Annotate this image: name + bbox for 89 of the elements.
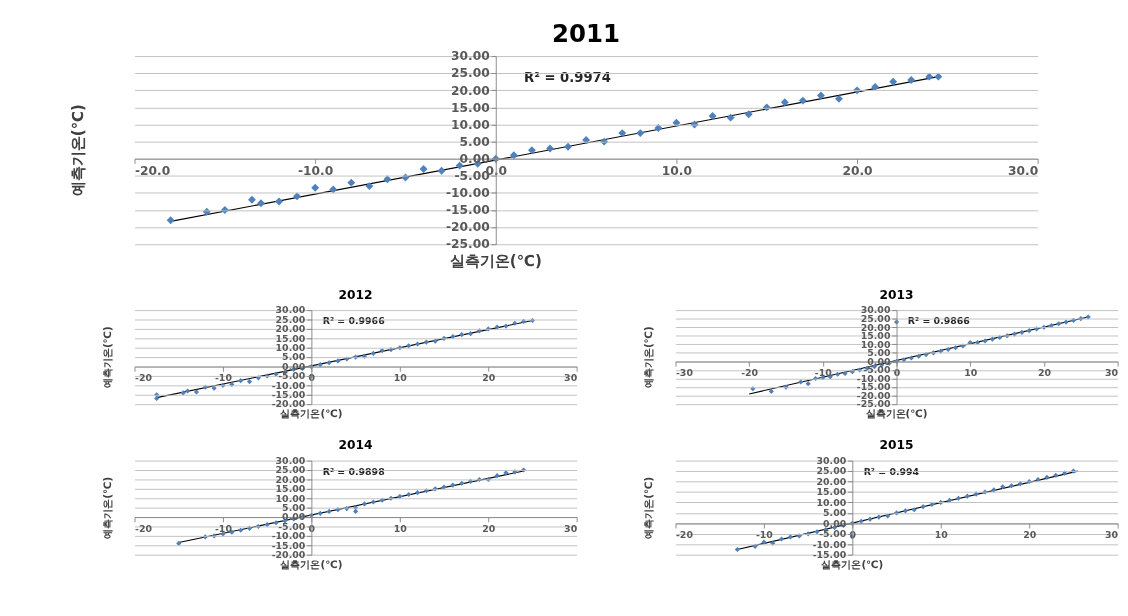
x-tick-label: 30	[564, 372, 578, 384]
x-tick-label: 10	[393, 522, 408, 534]
y-tick-label: 30.00	[451, 49, 490, 64]
y-tick-label: -20.00	[445, 220, 490, 235]
x-tick-label: 30.0	[1008, 164, 1039, 179]
annotation: R² = 0.9966	[322, 315, 386, 327]
y-tick-label: -15.00	[271, 539, 306, 551]
x-tick-label: -20.0	[135, 164, 171, 179]
x-tick-label: 0	[308, 522, 316, 534]
x-tick-label: 10	[934, 528, 949, 540]
y-tick-label: -10.00	[271, 530, 306, 542]
y-tick-label: 30.00	[816, 454, 847, 466]
x-axis-title: 실측기온(℃)	[280, 407, 343, 420]
x-tick-label: -10	[214, 522, 233, 534]
y-tick-label: 25.00	[451, 66, 490, 81]
y-tick-label: 0.00	[823, 517, 847, 529]
x-axis-title: 실측기온(℃)	[865, 407, 928, 420]
y-tick-label: -15.00	[445, 203, 490, 218]
y-tick-label: 0.00	[459, 151, 490, 166]
x-tick-label: 30	[1105, 367, 1119, 379]
x-tick-label: 0	[893, 367, 901, 379]
y-tick-label: -5.00	[278, 520, 306, 532]
y-tick-label: 10.00	[816, 496, 847, 508]
y-tick-label: -5.00	[278, 370, 306, 382]
x-tick-label: -20	[741, 367, 759, 379]
y-tick-label: -10.00	[271, 379, 306, 391]
chart-title: 2013	[879, 287, 914, 302]
y-axis-title: 예측기온(℃)	[641, 326, 654, 389]
chart-title: 2012	[338, 287, 373, 302]
annotation: R² = 0.9898	[322, 465, 385, 477]
y-tick-label: 5.00	[823, 507, 847, 519]
x-tick-label: -10.0	[298, 164, 334, 179]
x-tick-label: -10	[214, 372, 233, 384]
y-tick-label: 30.00	[275, 454, 306, 466]
y-tick-label: 15.00	[275, 483, 306, 495]
chart-title: 2014	[338, 438, 373, 453]
x-tick-label: 10.0	[661, 164, 692, 179]
annotation: R² = 0.9974	[524, 70, 611, 86]
y-tick-label: 20.00	[860, 321, 891, 333]
annotation: R² = 0.994	[863, 465, 920, 477]
y-axis-title: 예측기온(℃)	[101, 326, 114, 389]
y-tick-label: -20.00	[271, 398, 306, 410]
x-tick-label: 0	[849, 528, 857, 540]
x-tick-label: -30	[675, 367, 694, 379]
x-tick-label: 30	[564, 522, 578, 534]
x-tick-label: 30	[1105, 528, 1119, 540]
y-tick-label: -15.00	[271, 389, 306, 401]
x-tick-label: 10	[964, 367, 978, 379]
y-tick-label: 25.00	[275, 313, 306, 325]
x-axis-title: 실측기온(℃)	[449, 251, 542, 270]
x-tick-label: 20	[1037, 367, 1052, 379]
y-tick-label: 0.00	[282, 360, 306, 372]
chart-title: 2015	[879, 438, 914, 453]
chart-title: 2011	[552, 18, 621, 48]
y-tick-label: 10.00	[451, 117, 490, 132]
x-tick-label: -10	[814, 367, 833, 379]
x-tick-label: 20	[482, 372, 496, 384]
y-tick-label: -10.00	[445, 186, 490, 201]
y-tick-label: 10.00	[275, 492, 306, 504]
y-tick-label: -25.00	[445, 237, 490, 252]
y-tick-label: 5.00	[282, 351, 306, 363]
y-axis-title: 예측기온(℃)	[68, 104, 87, 197]
y-tick-label: -15.00	[856, 381, 891, 393]
annotation: R² = 0.9866	[907, 315, 971, 327]
x-tick-label: -20	[135, 522, 153, 534]
y-tick-label: 20.00	[275, 323, 306, 335]
y-tick-label: 10.00	[275, 342, 306, 354]
y-tick-label: 30.00	[275, 304, 306, 316]
y-tick-label: 20.00	[816, 475, 847, 487]
y-tick-label: 15.00	[451, 100, 490, 115]
x-tick-label: -20	[135, 372, 153, 384]
y-axis-title: 예측기온(℃)	[641, 476, 654, 539]
x-tick-label: 20.0	[842, 164, 873, 179]
y-tick-label: 15.00	[816, 486, 847, 498]
y-tick-label: 20.00	[275, 473, 306, 485]
x-tick-label: -20	[675, 528, 694, 540]
y-tick-label: 20.00	[451, 83, 490, 98]
x-tick-label: 20	[482, 522, 496, 534]
x-tick-label: -10	[755, 528, 774, 540]
x-tick-label: 10	[393, 372, 408, 384]
y-tick-label: 5.00	[459, 134, 490, 149]
y-tick-label: 15.00	[275, 332, 306, 344]
y-tick-label: 5.00	[282, 501, 306, 513]
x-tick-label: 20	[1023, 528, 1037, 540]
y-tick-label: 25.00	[816, 465, 847, 477]
y-axis-title: 예측기온(℃)	[101, 476, 114, 539]
y-tick-label: -5.00	[819, 528, 847, 540]
y-tick-label: -10.00	[812, 538, 847, 550]
y-tick-label: 25.00	[275, 464, 306, 476]
